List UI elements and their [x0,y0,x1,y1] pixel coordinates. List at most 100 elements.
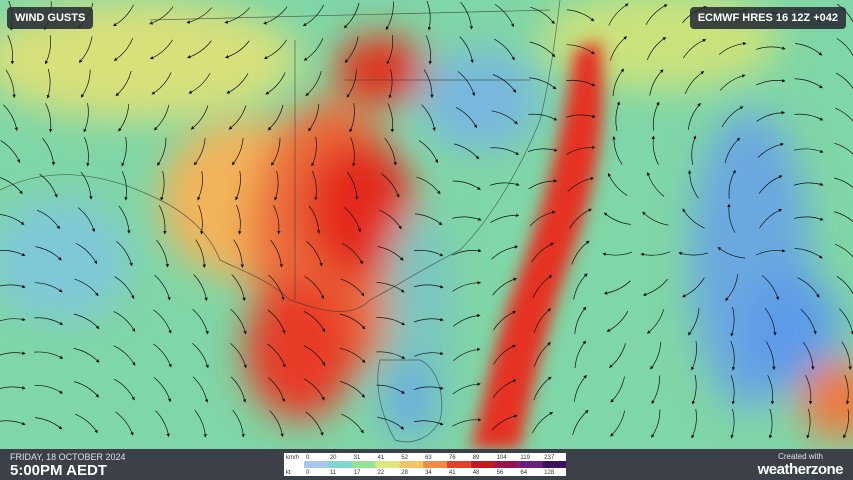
streamline [155,410,170,438]
legend-label: 237 [544,455,555,461]
streamline [834,142,853,155]
streamline [311,137,317,167]
streamline [78,36,93,63]
streamline [192,376,209,403]
streamline [233,239,245,269]
streamline [80,69,91,98]
legend-unit: km/h [286,455,299,461]
streamline [452,180,481,190]
streamline [268,274,285,301]
legend-label: 89 [473,455,480,461]
streamline [571,240,590,265]
streamline [651,409,661,438]
streamline [0,177,23,195]
date: FRIDAY, 18 OCTOBER 2024 [10,452,126,462]
streamline [528,77,557,90]
streamline [230,343,247,369]
streamline [836,276,853,300]
streamline [836,72,853,89]
streamline [263,6,288,25]
streamline [0,351,26,356]
streamline [112,4,134,27]
streamline [451,216,482,221]
streamline [569,208,592,229]
legend-swatch [542,461,566,468]
streamline [493,344,517,365]
streamline [158,205,167,235]
streamline [730,306,735,337]
streamline [528,113,558,121]
streamline [646,309,665,334]
streamline [303,38,324,61]
streamline [765,341,776,371]
streamline [379,209,402,230]
streamline [452,313,481,327]
streamline [231,274,246,302]
streamline [764,307,777,336]
streamline [230,308,247,335]
streamline [567,176,595,192]
streamline [34,282,63,293]
streamline [113,37,134,61]
streamline [755,46,786,50]
streamline [844,374,850,405]
legend-label: 64 [520,470,527,476]
streamline [425,35,433,65]
streamline [793,182,824,186]
streamline [225,40,250,59]
streamline [529,41,556,58]
streamline [113,378,135,401]
legend-swatch [494,461,519,468]
streamline [153,104,170,131]
legend-label: 28 [401,470,408,476]
streamline [388,68,393,99]
streamline [0,317,26,322]
streamline [758,175,783,194]
streamline [452,417,482,427]
streamline [235,171,241,201]
streamline [198,204,204,235]
streamline [678,251,709,256]
streamline [835,107,853,122]
streamline [843,409,849,439]
streamline [0,250,26,256]
streamline [608,3,629,26]
streamline [426,0,432,31]
streamline [800,308,817,335]
streamline [193,274,208,302]
streamline [455,106,477,129]
legend-swatch [470,461,495,468]
streamline [423,69,434,99]
streamline [387,103,395,133]
streamline [572,409,589,436]
streamline [305,70,322,97]
streamline [566,79,596,87]
streamline [267,309,286,334]
footer-bar: FRIDAY, 18 OCTOBER 2024 5:00PM AEDT km/h… [0,449,853,480]
streamline [228,105,247,130]
streamline [187,40,212,59]
streamline [5,69,16,99]
streamline [421,104,436,132]
streamline [0,284,26,289]
streamline [640,251,671,257]
streamline [340,381,365,398]
streamline [413,317,444,323]
streamline [413,351,444,357]
streamline [376,384,405,394]
legend-label: 128 [544,470,555,476]
streamline [727,203,736,233]
legend-label: 0 [306,455,310,461]
legend: km/h 0 20 31 41 52 63 76 89 104 119 237 kt 0 11 17 22 28 3… [284,453,566,476]
streamline [565,114,596,118]
streamline [186,7,213,24]
streamline [42,137,56,166]
streamline [376,317,406,326]
streamline [302,4,324,27]
streamline [195,239,207,269]
streamline [340,278,365,297]
streamline [836,38,853,62]
streamline [153,377,172,403]
streamline [80,171,93,200]
streamline [492,74,517,93]
